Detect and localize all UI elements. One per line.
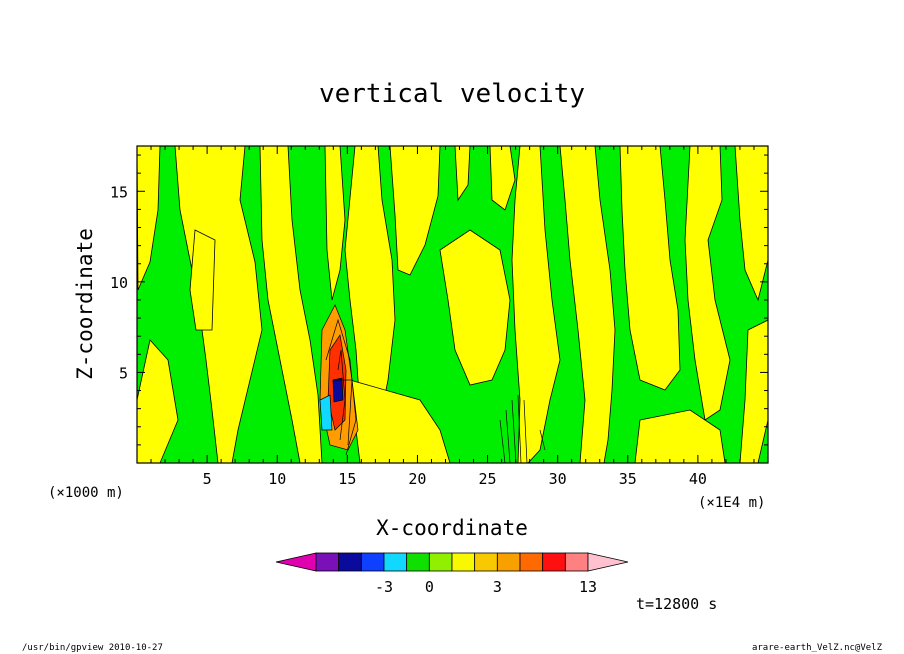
x-tick-label: 35 [619, 470, 637, 488]
colorbar-right-arrow [587, 552, 629, 572]
colorbar-segment [496, 552, 521, 572]
chart-title: vertical velocity [319, 79, 585, 109]
x-tick-label: 40 [689, 470, 707, 488]
colorbar-tick-label: 3 [493, 578, 502, 596]
footer-right: arare-earth_VelZ.nc@VelZ [752, 643, 883, 653]
colorbar-segment [564, 552, 589, 572]
x-unit-left: (×1000 m) [48, 485, 124, 501]
y-tick-label: 10 [110, 274, 128, 292]
contour-lines [325, 318, 546, 463]
x-axis: 5 10 15 20 25 30 35 40 [150, 146, 755, 488]
plot-frame [136, 145, 769, 464]
colorbar: -3 0 3 13 [275, 552, 629, 596]
colorbar-tick-label: -3 [375, 578, 393, 596]
colorbar-segment [383, 552, 408, 572]
y-axis: 5 10 15 [110, 154, 768, 446]
colorbar-tick-label: 13 [579, 578, 597, 596]
time-label: t=12800 s [636, 595, 717, 613]
x-tick-label: 15 [338, 470, 356, 488]
y-axis-label: Z-coordinate [73, 228, 97, 380]
colorbar-segment [451, 552, 476, 572]
x-tick-label: 25 [479, 470, 497, 488]
x-tick-label: 5 [203, 470, 212, 488]
colorbar-segment [542, 552, 566, 572]
colorbar-segment [360, 552, 385, 572]
x-tick-label: 20 [408, 470, 426, 488]
x-axis-label: X-coordinate [376, 516, 528, 540]
yellow-regions [137, 146, 768, 463]
contour-field [137, 146, 768, 463]
y-tick-label: 15 [110, 183, 128, 201]
y-tick-label: 5 [119, 364, 128, 382]
footer-left: /usr/bin/gpview 2010-10-27 [22, 643, 163, 653]
colorbar-segment [406, 552, 430, 572]
x-tick-label: 30 [549, 470, 567, 488]
colorbar-segment [315, 552, 340, 572]
x-tick-label: 10 [268, 470, 286, 488]
colorbar-segment [338, 552, 362, 572]
colorbar-segment [474, 552, 498, 572]
colorbar-left-arrow [275, 552, 317, 572]
x-unit-right: (×1E4 m) [698, 495, 765, 511]
colorbar-segment [519, 552, 544, 572]
colorbar-segment [428, 552, 453, 572]
colorbar-tick-label: 0 [425, 578, 434, 596]
